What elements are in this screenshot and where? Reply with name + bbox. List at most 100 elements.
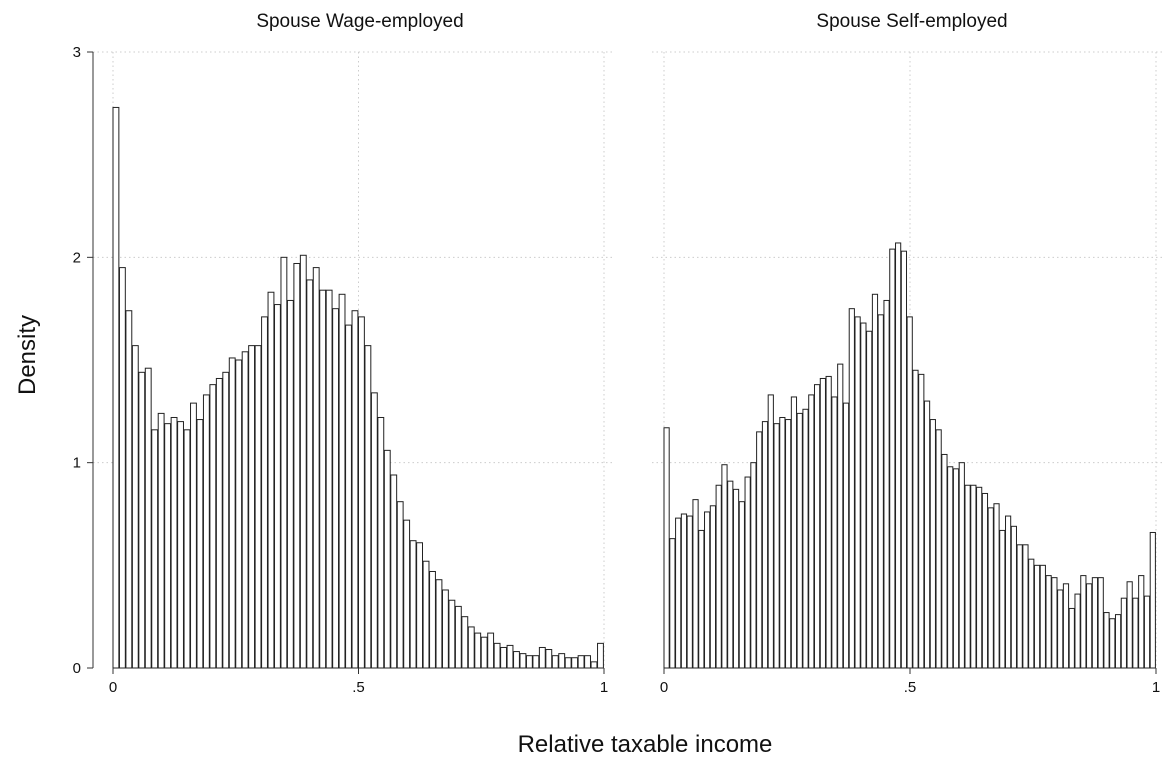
bars-layer xyxy=(112,106,1156,669)
histogram-bar xyxy=(332,308,340,669)
histogram-bar xyxy=(513,651,520,669)
x-tick-label: 0 xyxy=(109,679,117,696)
histogram-bar xyxy=(1062,583,1070,669)
histogram-bar xyxy=(1074,593,1081,669)
histogram-bar xyxy=(370,392,378,669)
histogram-bar xyxy=(1028,558,1035,669)
histogram-bar xyxy=(409,540,417,669)
y-axis-label: Density xyxy=(14,315,41,395)
histogram-bar xyxy=(209,384,217,669)
histogram-bar xyxy=(958,462,965,669)
histogram-bar xyxy=(1022,544,1029,669)
histogram-bar xyxy=(709,505,716,669)
histogram-bar xyxy=(779,416,786,669)
histogram-bar xyxy=(866,330,873,669)
histogram-bar xyxy=(715,484,722,669)
histogram-bar xyxy=(144,367,152,669)
histogram-bar xyxy=(773,423,780,669)
histogram-bar xyxy=(680,513,688,669)
histogram-bar xyxy=(999,529,1006,669)
histogram-bar xyxy=(448,599,456,669)
histogram-bar xyxy=(871,293,879,669)
histogram-bar xyxy=(831,396,838,669)
panel-title: Spouse Wage-employed xyxy=(256,11,463,32)
histogram-bar xyxy=(889,248,896,669)
histogram-bar xyxy=(1086,583,1093,669)
histogram-bar xyxy=(976,486,983,669)
axis-layer xyxy=(87,51,1157,674)
histogram-bar xyxy=(1051,577,1058,669)
histogram-bar xyxy=(286,299,294,669)
histogram-bar xyxy=(964,484,971,669)
histogram-bar xyxy=(351,310,359,669)
histogram-bar xyxy=(1091,577,1099,669)
histogram-bar xyxy=(545,649,553,669)
histogram-bar xyxy=(306,279,314,669)
histogram-bar xyxy=(819,377,826,669)
histogram-bar xyxy=(222,371,230,669)
histogram-bar xyxy=(480,636,488,669)
histogram-bar xyxy=(970,484,977,669)
histogram-bar xyxy=(377,416,385,669)
histogram-bar xyxy=(732,488,740,669)
histogram-bar xyxy=(854,316,861,669)
histogram-bar xyxy=(157,412,165,669)
histogram-bar xyxy=(686,515,693,669)
histogram-bar xyxy=(837,363,844,669)
histogram-bar xyxy=(669,538,676,669)
histogram-bar xyxy=(1039,564,1046,669)
x-tick-label: .5 xyxy=(904,679,917,696)
histogram-bar xyxy=(796,412,803,669)
histogram-bar xyxy=(299,254,307,669)
histogram-bar xyxy=(467,626,475,669)
histogram-bar xyxy=(429,570,436,669)
histogram-bar xyxy=(900,250,908,669)
histogram-bar xyxy=(744,476,751,669)
histogram-bar xyxy=(848,308,855,669)
histogram-bar xyxy=(698,529,705,669)
histogram-bar xyxy=(280,256,288,669)
x-tick-label: .5 xyxy=(352,679,365,696)
histogram-bar xyxy=(727,480,734,669)
histogram-bar xyxy=(802,408,809,669)
histogram-bar xyxy=(929,419,936,669)
histogram-bar xyxy=(416,542,424,669)
histogram-bar xyxy=(790,396,798,669)
x-tick-label: 1 xyxy=(1152,679,1160,696)
histogram-bar xyxy=(813,384,821,669)
histogram-bar xyxy=(293,262,301,669)
histogram-bar xyxy=(584,655,591,669)
histogram-bar xyxy=(767,394,774,669)
histogram-bar xyxy=(981,492,989,669)
histogram-bar xyxy=(987,507,994,669)
histogram-bar xyxy=(825,375,832,669)
histogram-bar xyxy=(170,416,178,669)
histogram-bar xyxy=(325,289,333,669)
histogram-bar xyxy=(721,464,728,669)
histogram-bar xyxy=(952,468,960,669)
histogram-bar xyxy=(883,299,890,669)
histogram-bar xyxy=(941,453,948,669)
histogram-bar xyxy=(487,632,495,669)
histogram-bar xyxy=(312,267,320,669)
histogram-bar xyxy=(461,616,469,669)
histogram-bar xyxy=(358,316,365,669)
histogram-bar xyxy=(1005,515,1012,669)
histogram-bar xyxy=(704,511,711,669)
histogram-bar xyxy=(571,657,579,669)
histogram-bar xyxy=(906,316,913,669)
histogram-bar xyxy=(1132,597,1139,669)
histogram-bar xyxy=(338,293,346,669)
histogram-bar xyxy=(1138,575,1145,669)
histogram-bar xyxy=(454,605,462,669)
histogram-bar xyxy=(750,462,757,669)
histogram-bar xyxy=(1143,595,1151,669)
histogram-bar xyxy=(597,642,604,669)
histogram-bar xyxy=(390,474,398,669)
histogram-bar xyxy=(177,421,184,669)
histogram-bar xyxy=(422,560,430,669)
histogram-bar xyxy=(125,310,133,669)
histogram-bar xyxy=(912,369,919,669)
histogram-bar xyxy=(1114,614,1122,669)
text-layer: Density Relative taxable income Spouse W… xyxy=(14,11,1160,758)
